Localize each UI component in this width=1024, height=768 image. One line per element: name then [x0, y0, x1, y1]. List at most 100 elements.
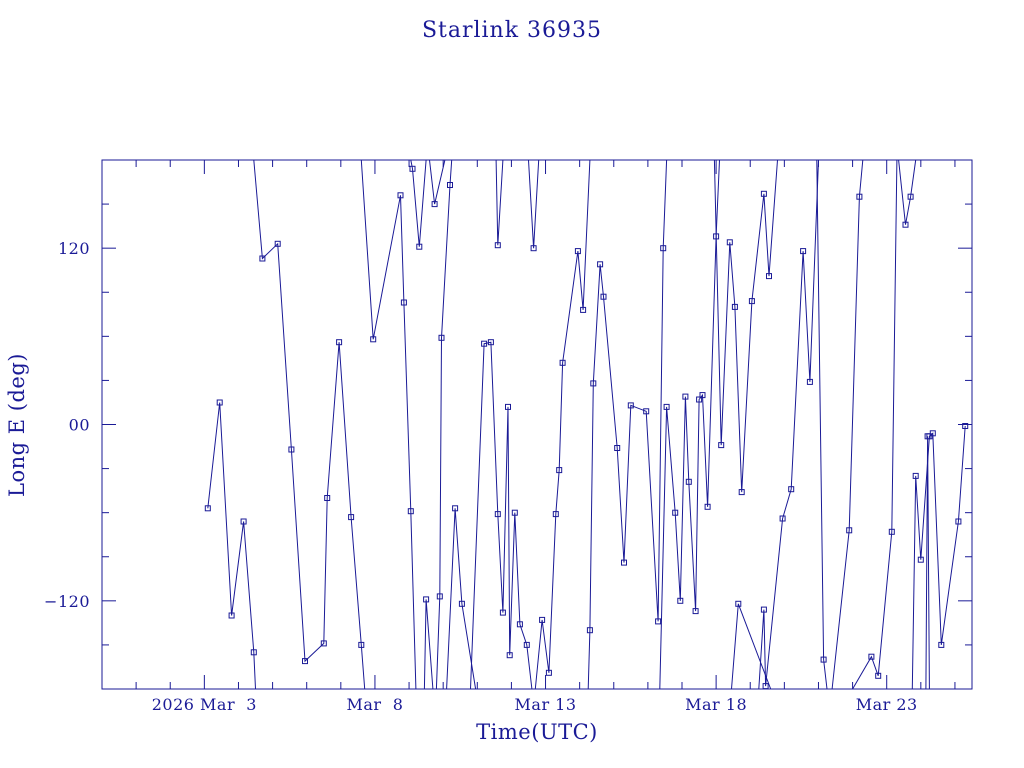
chart-title: Starlink 36935: [422, 18, 602, 43]
data-point: [511, 509, 518, 516]
series-segment-14: [659, 159, 720, 690]
data-point: [856, 193, 863, 200]
data-point: [962, 423, 969, 429]
series-segment-22: [911, 425, 966, 690]
series-segment-18: [816, 159, 828, 690]
data-point: [868, 653, 875, 660]
data-point: [545, 669, 552, 676]
data-point: [846, 527, 853, 534]
data-point: [397, 192, 404, 199]
data-point: [407, 508, 414, 515]
data-point: [409, 165, 416, 172]
data-point: [663, 403, 670, 410]
data-point: [580, 306, 587, 313]
data-point: [875, 672, 882, 679]
data-point: [924, 433, 931, 440]
series-segment-9: [470, 341, 533, 690]
y-tick-label: −120: [44, 592, 90, 611]
data-point: [523, 641, 530, 648]
data-point: [806, 378, 813, 385]
data-point: [274, 240, 281, 247]
data-point: [216, 399, 223, 406]
data-markers: [204, 165, 969, 690]
series-lines: [207, 159, 966, 690]
data-point: [358, 641, 365, 648]
series-segment-20: [852, 159, 898, 690]
data-point: [677, 597, 684, 604]
axis-ticks: [101, 160, 972, 689]
data-point: [955, 518, 962, 525]
tick-labels: 2026 Mar 3 Mar 8 Mar 13 Mar 18 Mar 23 120 00 −1…: [44, 239, 917, 714]
data-point: [494, 242, 501, 249]
series-segment-5: [423, 599, 434, 690]
data-point: [400, 299, 407, 306]
y-tick-label: 00: [69, 416, 90, 435]
data-point: [416, 243, 423, 250]
data-point: [820, 656, 827, 663]
data-point: [499, 609, 506, 616]
data-point: [888, 528, 895, 535]
data-point: [726, 239, 733, 246]
y-tick-label: 120: [58, 239, 90, 258]
series-segment-11: [528, 159, 540, 249]
data-point: [552, 511, 559, 518]
data-point: [336, 339, 343, 346]
data-point: [431, 201, 438, 208]
data-point: [348, 514, 355, 521]
series-segment-21: [898, 159, 917, 225]
data-point: [516, 621, 523, 628]
data-point: [586, 627, 593, 634]
series-segment-10: [495, 159, 504, 246]
data-point: [423, 596, 430, 603]
data-point: [627, 402, 634, 409]
series-segment-17: [758, 159, 819, 690]
data-point: [766, 273, 772, 280]
series-segment-7: [435, 159, 453, 690]
data-point: [682, 393, 689, 400]
data-point: [692, 608, 699, 615]
data-point: [902, 221, 909, 228]
x-axis-label: Time(UTC): [476, 720, 598, 744]
data-point: [800, 248, 807, 255]
series-segment-16: [731, 603, 772, 690]
data-point: [539, 616, 546, 623]
data-point: [452, 505, 459, 512]
y-axis-label: Long E (deg): [5, 353, 29, 497]
data-point: [762, 683, 769, 690]
series-segment-2: [253, 159, 366, 690]
data-point: [938, 641, 945, 648]
data-point: [760, 606, 767, 613]
data-point: [590, 380, 597, 387]
data-point: [302, 658, 308, 665]
data-point: [685, 478, 692, 485]
data-point: [204, 505, 211, 512]
data-point: [600, 293, 607, 300]
data-point: [614, 445, 621, 451]
x-tick-label: 2026 Mar 3: [152, 695, 257, 714]
data-point: [370, 336, 377, 343]
data-point: [731, 303, 738, 310]
series-segment-19: [831, 159, 864, 690]
x-tick-label: Mar 8: [346, 695, 403, 714]
data-point: [696, 396, 703, 403]
data-point: [556, 467, 563, 474]
data-point: [574, 248, 581, 255]
data-point: [505, 403, 511, 410]
series-segment-15: [713, 159, 778, 493]
data-point: [718, 442, 725, 449]
series-segment-23: [925, 436, 930, 690]
data-point: [912, 472, 919, 479]
data-point: [324, 495, 331, 501]
series-segment-1: [207, 402, 256, 690]
data-point: [481, 340, 488, 347]
data-point: [447, 182, 453, 188]
data-point: [487, 339, 494, 346]
series-segment-4: [410, 159, 427, 247]
data-point: [494, 511, 501, 518]
data-point: [779, 515, 786, 522]
data-point: [288, 446, 295, 453]
data-point: [240, 518, 247, 525]
data-point: [735, 600, 742, 607]
data-point: [748, 298, 755, 305]
